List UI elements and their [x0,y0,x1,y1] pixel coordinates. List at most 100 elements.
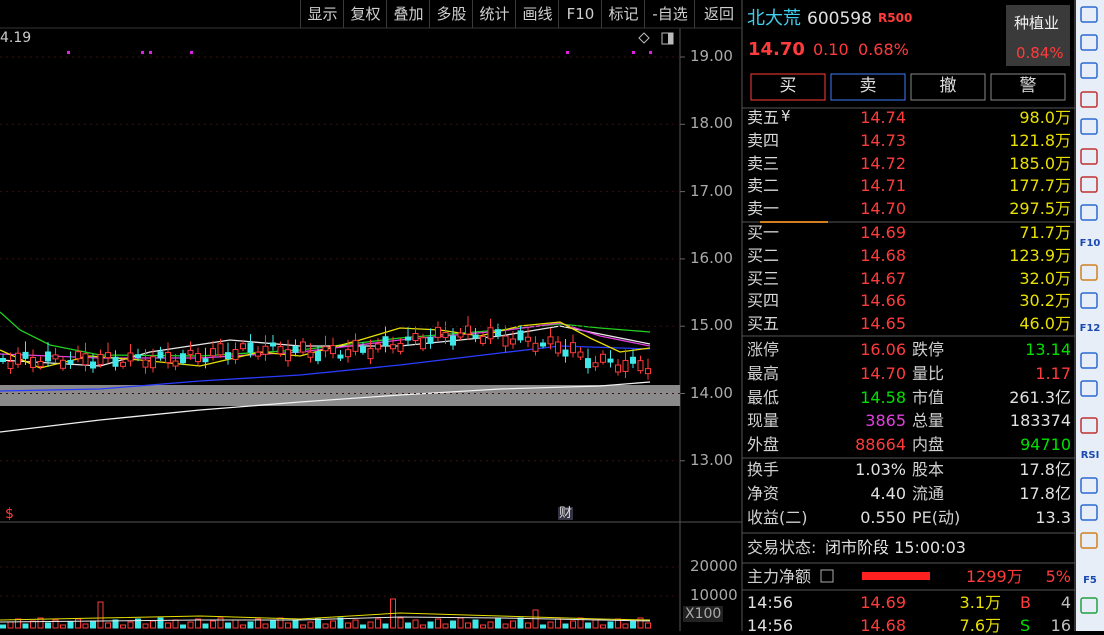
volume-bar [592,619,599,629]
toolbar-button[interactable]: 叠加 [386,0,430,28]
book-label: 买二 [747,245,780,265]
volume-bar [135,618,141,629]
sidebar-icon[interactable] [1080,62,1098,79]
sidebar-icon[interactable] [1080,352,1098,369]
tick-side: S [1020,615,1031,635]
sidebar-icon[interactable] [1080,91,1098,108]
candle-body [330,345,336,355]
candle-body [232,349,239,361]
volume-bar [472,619,479,629]
volume-bar [502,623,509,629]
volume-ma [0,616,651,623]
diamond-icon[interactable] [638,32,650,44]
sidebar-label[interactable]: F12 [1079,323,1101,334]
sidebar-icon[interactable] [1080,264,1098,281]
toolbar-button[interactable]: F10 [558,0,602,28]
toolbar-button[interactable]: 显示 [300,0,344,28]
price-tick-label: 18.00 [690,114,733,133]
toolbar-button[interactable]: 标记 [601,0,645,28]
candle-body [105,352,111,359]
currency-symbol: ¥ [781,107,791,125]
volume-bar [97,601,104,629]
volume-bar [480,624,486,629]
volume-bar [217,617,224,629]
sidebar-icon[interactable] [1080,176,1098,193]
book-label: 卖一 [747,199,780,219]
candle-body [397,342,404,352]
sidebar-icon[interactable] [1080,532,1098,549]
candle-body [7,360,14,369]
trade-button[interactable]: 买 [779,76,797,96]
zone-band [0,385,680,406]
candle-body [502,335,509,347]
candle-body [142,359,149,368]
sidebar-icon[interactable] [1080,148,1098,165]
candle-body [82,353,89,366]
book-label: 买五 [747,314,780,334]
book-label: 卖五 [747,108,780,127]
candle-body [360,345,366,353]
volume-ma [0,612,651,621]
sidebar-icon[interactable] [1080,417,1098,434]
status-value: 闭市阶段 15:00:03 [825,538,966,557]
sidebar-label[interactable]: F5 [1083,575,1097,586]
sidebar-icon[interactable] [1080,34,1098,51]
sidebar-icon[interactable] [1080,204,1098,221]
candle-body [120,361,126,367]
candle-body [645,368,651,375]
candle-body [255,351,261,357]
volume-bar [255,618,261,629]
trade-button[interactable]: 警 [1019,76,1037,96]
toolbar-button[interactable]: 画线 [515,0,559,28]
candle-body [540,342,546,347]
candle-body [127,352,134,362]
volume-bar [510,620,516,629]
toolbar-button[interactable]: -自选 [644,0,695,28]
toolbar-button[interactable]: 返回 [694,0,743,28]
price-tick-label: 19.00 [690,47,733,65]
sidebar-icon[interactable] [1080,597,1098,614]
toolbar-button[interactable]: 复权 [343,0,387,28]
event-dots [67,51,652,54]
cancel-button-frame [910,73,986,101]
candle-body [510,338,516,345]
sell-button-frame [830,73,906,101]
volume-unit: X100 [683,606,724,622]
stat-value: 3865 [865,411,906,431]
sidebar-icon[interactable] [1080,380,1098,397]
candle-body [495,329,501,337]
stat-label: 市值 [912,387,945,407]
sidebar-label[interactable]: RSI [1080,450,1100,461]
book-label: 卖二 [747,176,780,196]
candle-body [195,353,201,363]
stat-label: 内盘 [912,435,945,455]
book-volume: 185.0万 [1009,153,1071,173]
book-price: 14.68 [860,245,906,265]
sidebar-icon[interactable] [1080,504,1098,521]
candle-body [382,336,389,347]
volume-bar [405,622,411,629]
toolbar-button[interactable]: 多股 [429,0,473,28]
toolbar-button[interactable]: 统计 [472,0,516,28]
sidebar-icon[interactable] [1080,6,1098,23]
volume-bar [202,623,209,629]
sidebar-label[interactable]: F10 [1079,238,1101,249]
book-price: 14.74 [860,108,906,127]
list-icon[interactable] [820,569,834,583]
sidebar-icon[interactable] [1080,477,1098,494]
volume-bar [105,622,111,629]
candle-body [442,332,449,339]
trade-button[interactable]: 卖 [859,76,877,96]
book-volume: 32.0万 [1019,268,1071,288]
stock-code: 600598 [807,9,872,29]
trade-button[interactable]: 撤 [939,76,957,96]
tick-side: B [1020,593,1031,612]
candle-body [217,343,224,356]
fund-label: 收益(二) [747,507,808,527]
candle-body [247,342,254,353]
volume-bar [540,624,546,629]
volume-bar [127,621,134,629]
sidebar-icon[interactable] [1080,118,1098,135]
status-label: 交易状态: [747,538,817,557]
sidebar-icon[interactable] [1080,292,1098,309]
